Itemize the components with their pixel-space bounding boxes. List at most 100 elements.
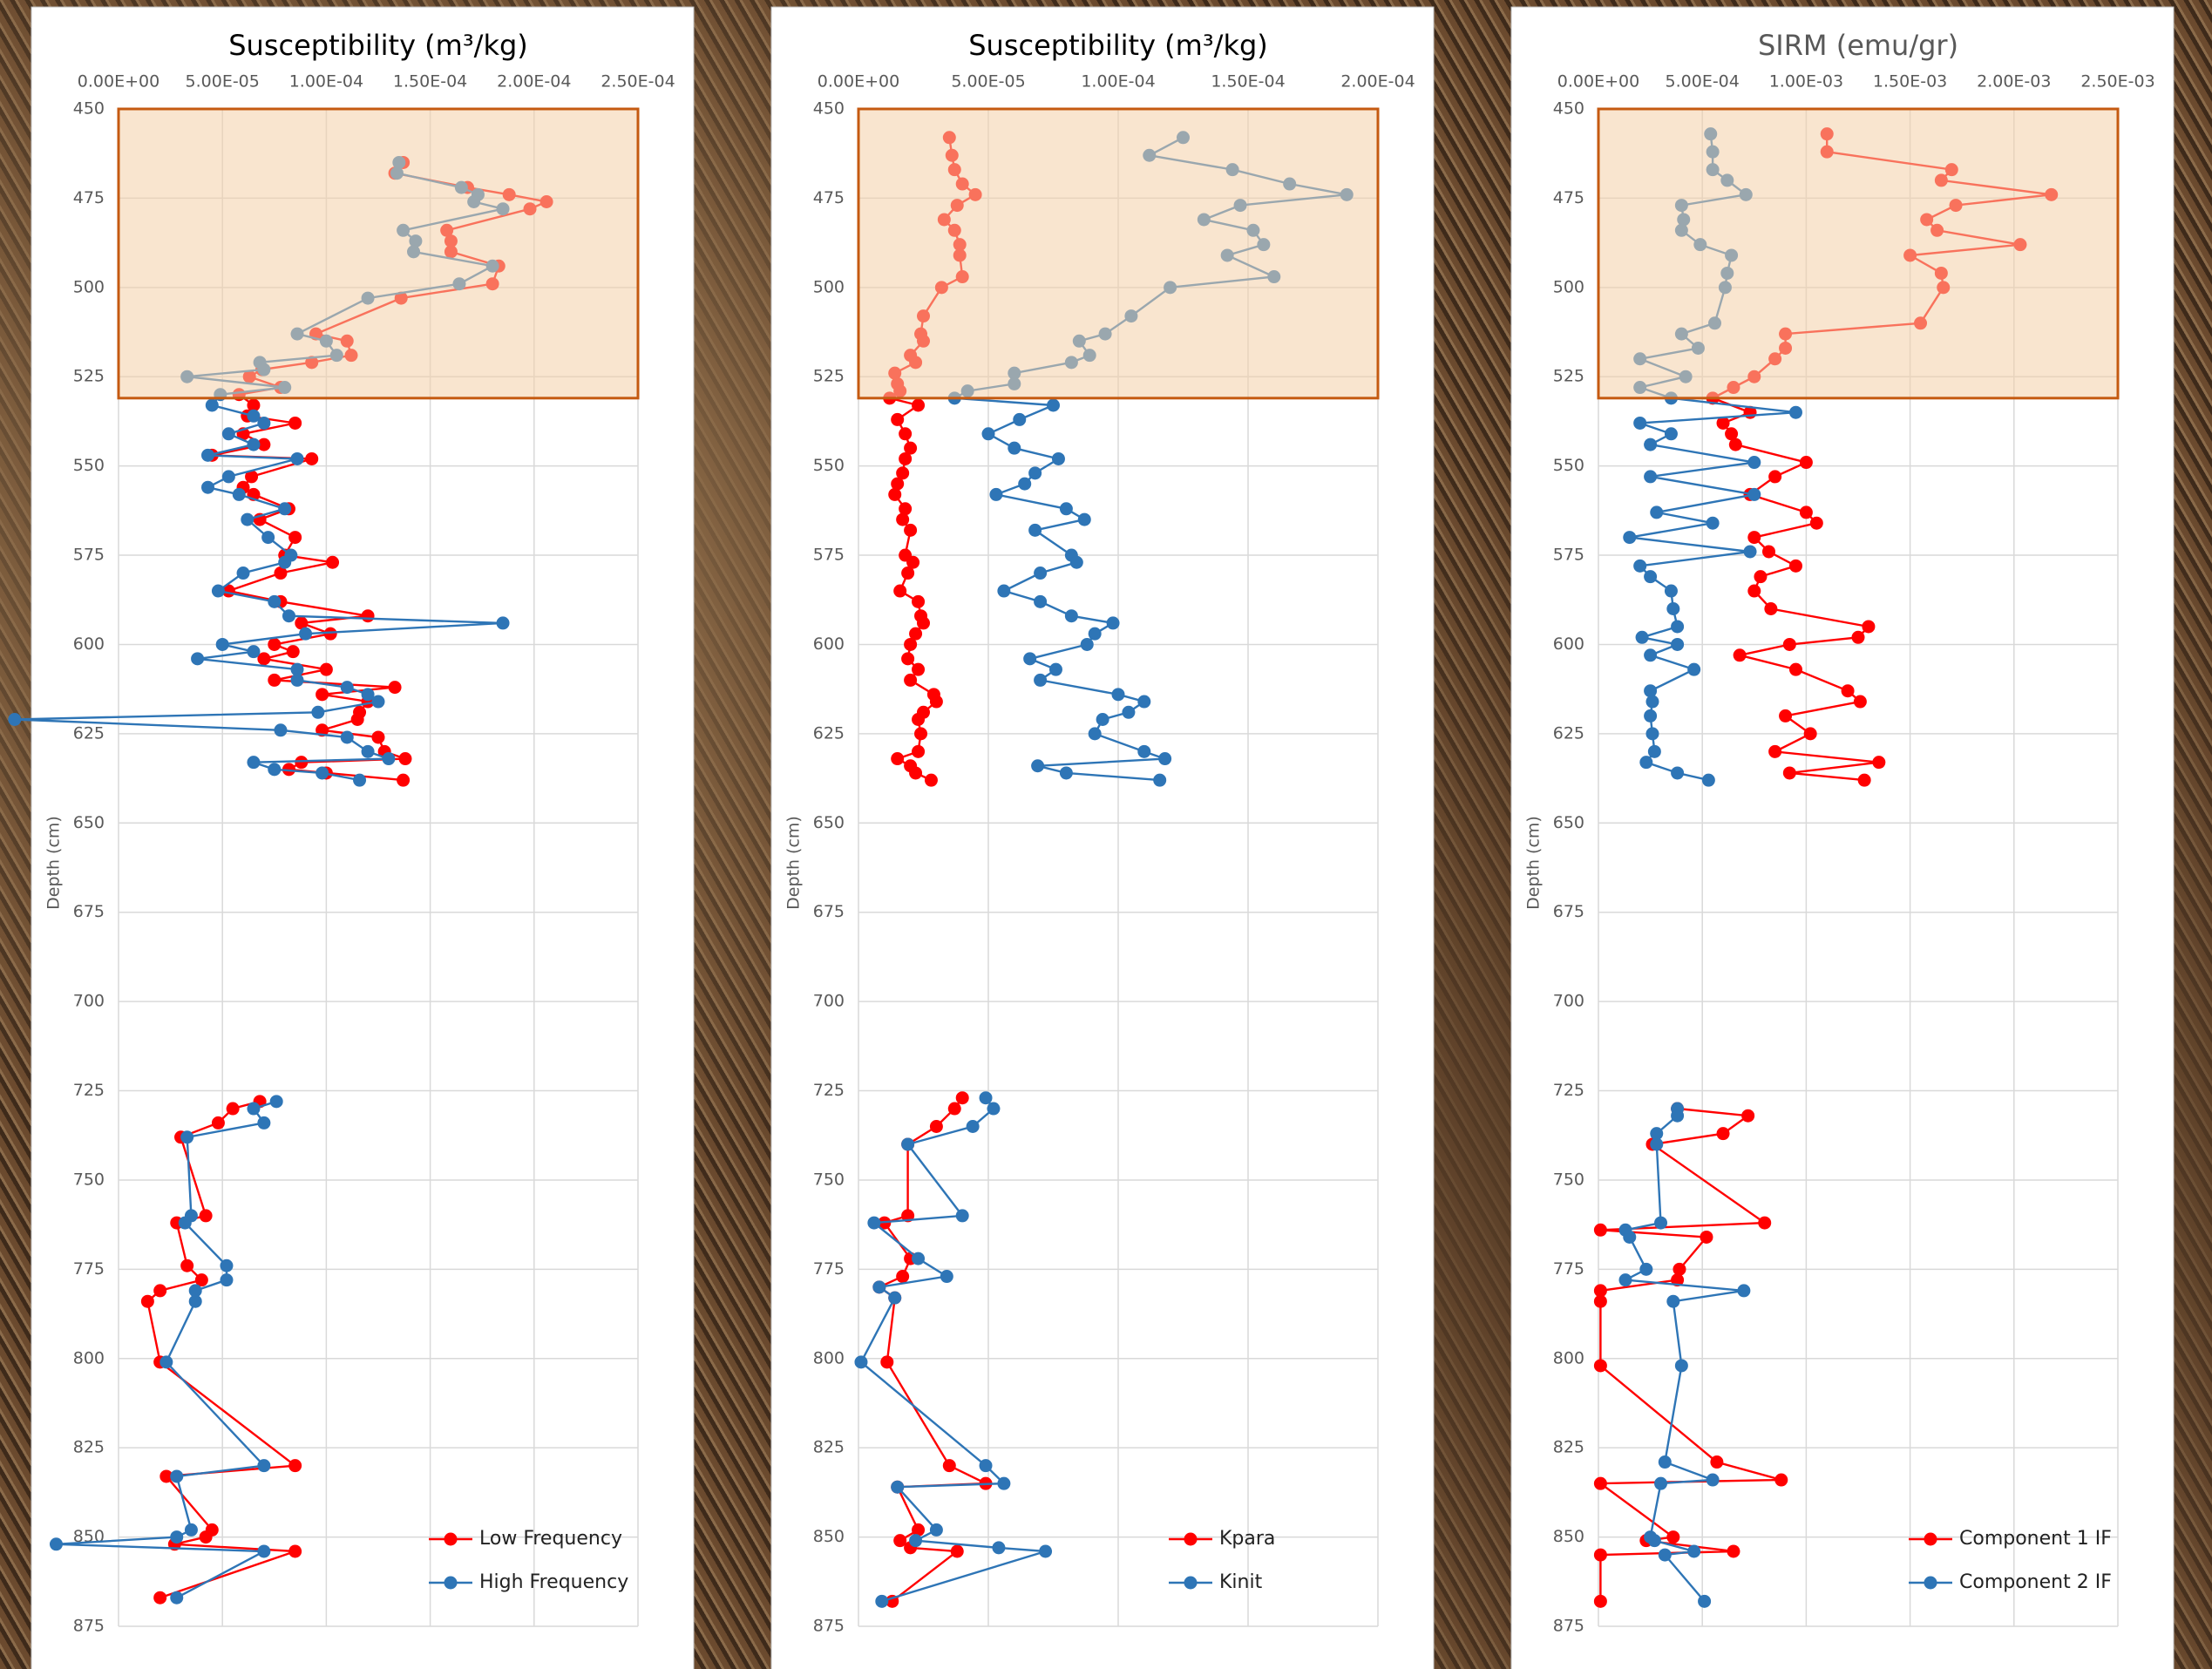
data-point	[1065, 609, 1078, 622]
data-point	[912, 663, 925, 676]
x-tick-label: 1.50E-04	[393, 72, 467, 92]
data-point	[295, 756, 308, 769]
y-tick-label: 500	[73, 277, 105, 296]
data-point	[141, 1295, 154, 1308]
data-point	[189, 1295, 202, 1308]
y-tick-label: 775	[1553, 1259, 1584, 1279]
data-point	[1122, 706, 1135, 719]
data-point	[1706, 1474, 1720, 1487]
y-tick-label: 750	[813, 1170, 845, 1189]
y-tick-label: 800	[73, 1348, 105, 1367]
x-tick-label: 0.00E+00	[78, 72, 159, 92]
y-tick-label: 800	[1553, 1348, 1584, 1367]
data-point	[1734, 648, 1747, 661]
data-point	[216, 638, 229, 651]
y-tick-label: 825	[813, 1438, 845, 1457]
x-tick-label: 1.00E-03	[1769, 72, 1843, 92]
x-tick-label: 0.00E+00	[818, 72, 899, 92]
data-point	[1717, 1127, 1730, 1140]
y-tick-label: 725	[73, 1081, 105, 1100]
data-point	[1644, 709, 1657, 723]
y-tick-label: 750	[73, 1170, 105, 1189]
data-point	[1744, 545, 1757, 558]
y-tick-label: 825	[73, 1438, 105, 1457]
data-point	[1862, 620, 1875, 633]
y-tick-label: 600	[1553, 634, 1584, 654]
y-tick-label: 575	[813, 546, 845, 565]
data-point	[1070, 556, 1083, 569]
x-tick-label: 2.50E-04	[600, 72, 675, 92]
data-point	[268, 763, 281, 776]
data-point	[1644, 470, 1657, 483]
data-point	[179, 1217, 192, 1230]
data-point	[278, 502, 291, 515]
data-point	[1671, 620, 1684, 633]
data-point	[901, 652, 914, 665]
data-point	[980, 1091, 993, 1104]
data-point	[987, 1102, 1000, 1116]
data-point	[1783, 638, 1796, 651]
data-point	[899, 452, 912, 465]
data-point	[1687, 663, 1700, 676]
data-point	[497, 616, 510, 629]
data-point	[233, 488, 246, 501]
data-point	[257, 1459, 270, 1472]
data-point	[917, 616, 930, 629]
data-point	[311, 706, 324, 719]
data-point	[872, 1280, 885, 1293]
x-tick-label: 1.00E-04	[1081, 72, 1155, 92]
data-point	[1049, 663, 1062, 676]
x-tick-label: 0.00E+00	[1557, 72, 1639, 92]
y-tick-label: 475	[73, 188, 105, 207]
y-tick-label: 875	[73, 1617, 105, 1636]
legend-marker	[1184, 1533, 1198, 1546]
data-point	[1650, 1137, 1663, 1150]
y-tick-label: 550	[813, 456, 845, 475]
x-tick-label: 2.00E-03	[1977, 72, 2051, 92]
data-point	[247, 438, 260, 451]
data-point	[1636, 631, 1649, 644]
data-point	[241, 513, 254, 526]
x-tick-label: 2.00E-04	[1340, 72, 1415, 92]
y-tick-label: 450	[73, 99, 105, 119]
data-point	[389, 681, 402, 694]
data-point	[1671, 1109, 1684, 1123]
data-point	[896, 513, 909, 526]
data-point	[854, 1355, 867, 1368]
data-point	[274, 723, 287, 736]
data-point	[1594, 1549, 1607, 1562]
data-point	[222, 427, 235, 440]
data-point	[8, 713, 21, 726]
data-point	[200, 1530, 213, 1543]
data-point	[891, 413, 904, 426]
legend-label: Component 1 IF	[1959, 1528, 2112, 1550]
data-point	[891, 1481, 904, 1494]
y-tick-label: 625	[1553, 723, 1584, 743]
y-tick-label: 850	[813, 1527, 845, 1546]
data-point	[1654, 1477, 1667, 1490]
y-tick-label: 550	[73, 456, 105, 475]
x-tick-label: 2.00E-04	[497, 72, 571, 92]
data-point	[1052, 452, 1065, 465]
data-point	[206, 399, 219, 412]
y-tick-label: 450	[1553, 99, 1584, 119]
data-point	[930, 1120, 943, 1133]
data-point	[901, 567, 914, 580]
data-point	[1675, 1359, 1688, 1372]
chart-title: SIRM (emu/gr)	[1758, 29, 1958, 62]
data-point	[948, 1102, 961, 1116]
data-point	[222, 470, 235, 483]
data-point	[1659, 1549, 1672, 1562]
data-point	[982, 427, 995, 440]
data-point	[326, 556, 339, 569]
data-point	[1034, 567, 1047, 580]
data-point	[1872, 756, 1885, 769]
data-point	[901, 1137, 914, 1150]
data-point	[153, 1284, 166, 1297]
data-point	[1789, 663, 1802, 676]
data-point	[1666, 1295, 1679, 1308]
data-point	[398, 752, 411, 765]
y-tick-label: 675	[1553, 902, 1584, 921]
data-point	[951, 1544, 964, 1557]
y-tick-label: 525	[73, 367, 105, 386]
